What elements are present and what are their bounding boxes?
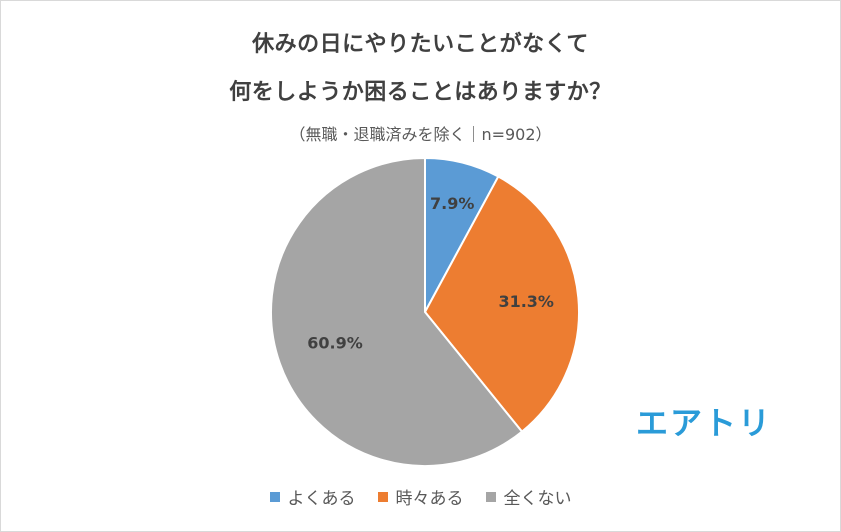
legend-swatch-0 [269,491,280,502]
legend-label-0: よくある [287,489,356,509]
chart-legend: よくある 時々ある 全くない [0,484,841,509]
legend-swatch-1 [377,491,388,502]
pie-data-labels: 7.9% 31.3% 60.9% [307,194,554,352]
pie-slices [270,156,580,467]
airtrip-logo: エアトリ [636,404,773,442]
chart-subtitle: （無職・退職済みを除く｜n=902） [289,125,552,144]
pie-data-label-0: 7.9% [430,194,474,213]
pie-slice-2 [270,156,524,467]
pie-slice-1 [423,175,580,434]
legend-item-1: 時々ある [377,484,464,509]
legend-item-0: よくある [269,484,356,509]
legend-label-1: 時々ある [395,489,464,509]
pie-data-label-1: 31.3% [498,292,554,311]
legend-item-2: 全くない [485,484,572,509]
chart-title-line-1: 休みの日にやりたいことがなくて [252,32,589,57]
legend-swatch-2 [485,491,496,502]
pie-data-label-2: 60.9% [307,333,363,352]
legend-label-2: 全くない [503,489,572,509]
chart-title-line-2: 何をしようか困ることはありますか？ [229,80,612,105]
